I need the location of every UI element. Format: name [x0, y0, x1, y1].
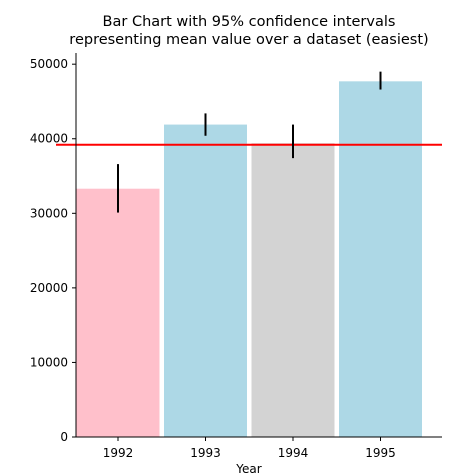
- bar-1995: [339, 81, 422, 437]
- x-tick-label-1995: 1995: [365, 446, 396, 460]
- bar-1993: [164, 125, 247, 437]
- x-tick-label-1993: 1993: [190, 446, 221, 460]
- x-axis-label: Year: [235, 462, 261, 476]
- bar-1994: [252, 143, 335, 437]
- y-tick-label-10000: 10000: [30, 355, 68, 369]
- x-tick-label-1994: 1994: [278, 446, 309, 460]
- y-tick-label-30000: 30000: [30, 206, 68, 220]
- chart-title-line-1: Bar Chart with 95% confidence intervals: [103, 14, 396, 30]
- y-tick-label-20000: 20000: [30, 281, 68, 295]
- y-tick-label-40000: 40000: [30, 132, 68, 146]
- y-tick-label-0: 0: [60, 430, 68, 444]
- chart-title-line-2: representing mean value over a dataset (…: [69, 32, 428, 48]
- y-tick-label-50000: 50000: [30, 57, 68, 71]
- x-tick-label-1992: 1992: [103, 446, 134, 460]
- plot-area: 0 10000 20000 30000 40000 50000 1992 1993 1994 19…: [30, 53, 442, 460]
- bar-1992: [77, 189, 160, 437]
